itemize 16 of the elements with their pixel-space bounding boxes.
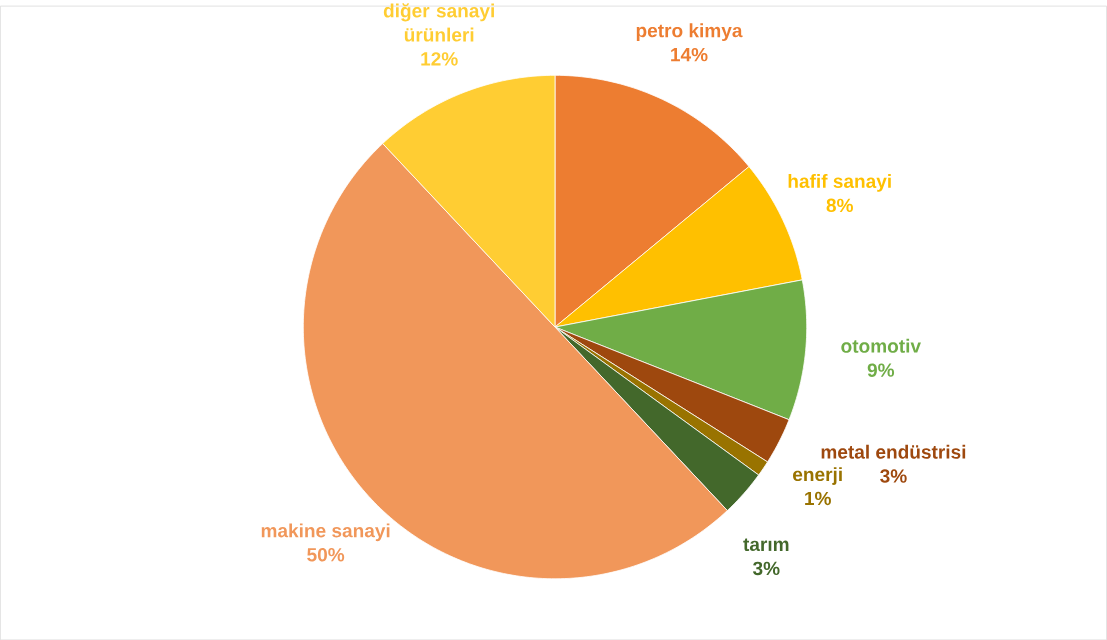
slice-label: otomotiv [841, 338, 921, 353]
data-label: 3% [752, 561, 780, 575]
data-label: 14% [671, 47, 708, 62]
data-label: 50% [307, 547, 345, 562]
data-label: 9% [867, 363, 895, 377]
slice-label: enerji [793, 466, 842, 485]
slice-label: makine sanayi [261, 523, 390, 541]
slice-label: tarım [743, 538, 789, 551]
slice-label: petro kimya [636, 23, 743, 41]
slice-label: diğer sanayi ürünleri [383, 3, 494, 42]
slice-label: metal endüstrisi [821, 444, 966, 459]
data-label: 1% [805, 491, 831, 505]
data-label: 3% [880, 469, 907, 483]
data-label: 12% [421, 52, 458, 66]
data-label: 8% [826, 198, 853, 212]
slice-label: hafif sanayi [788, 173, 891, 192]
